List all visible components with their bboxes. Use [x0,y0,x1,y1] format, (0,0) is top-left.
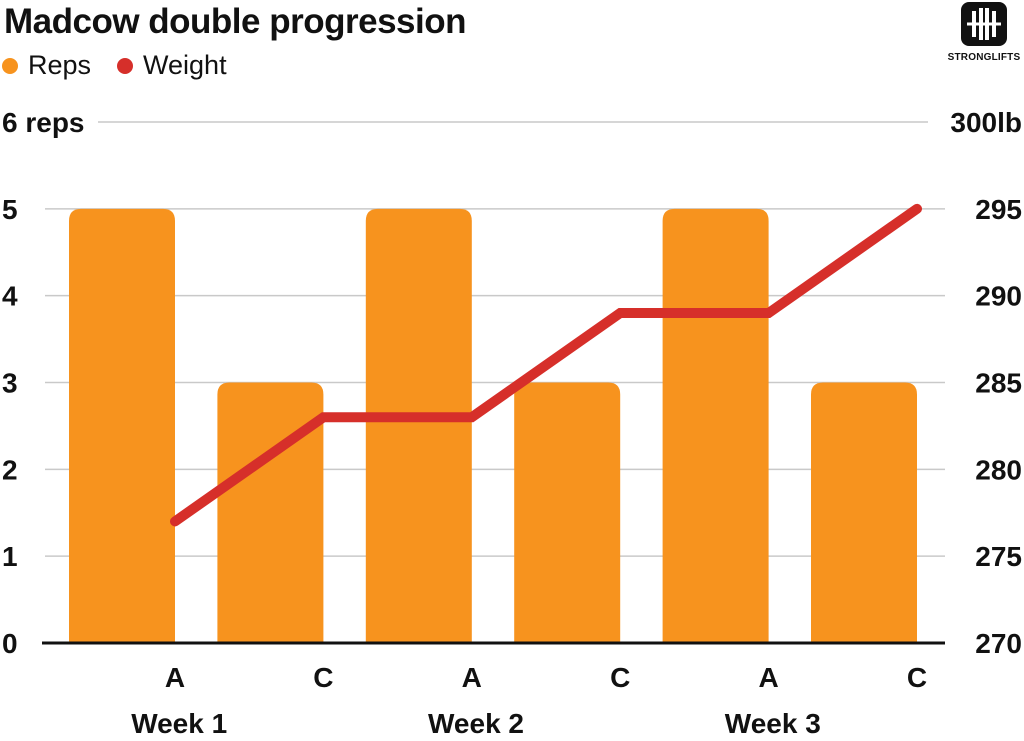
left-tick-label: 5 [2,194,18,225]
left-tick-label: 2 [2,454,18,485]
x-tick-label: A [462,662,482,693]
legend: Reps Weight [2,50,253,81]
chart-title: Madcow double progression [4,2,466,41]
legend-item-weight: Weight [117,50,227,81]
bar-reps [69,208,175,644]
bar-reps [662,208,769,644]
weight-point [322,416,324,418]
left-tick-label: 0 [2,628,18,659]
bar-reps [811,382,917,643]
right-tick-label: 290 [975,281,1022,312]
week-group-label: Week 1 [131,708,227,739]
right-tick-label: 280 [975,454,1022,485]
right-tick-label: 270 [975,628,1022,659]
left-tick-label: 1 [2,541,18,572]
left-axis-unit-label: 6 reps [2,107,85,138]
left-tick-label: 4 [2,281,18,312]
stronglifts-logo: STRONGLIFTS [944,0,1024,66]
bar-reps [514,382,621,643]
right-tick-label: 275 [975,541,1022,572]
legend-swatch-weight [117,57,134,74]
weight-line [170,203,922,527]
barbell-icon [961,2,1007,46]
right-tick-label: 295 [975,194,1022,225]
weight-point [768,312,770,314]
legend-label-reps: Reps [28,50,92,80]
bar-reps [365,208,472,644]
weight-point [619,312,621,314]
week-group-label: Week 2 [428,708,524,739]
right-axis-unit-label: 300lb [950,107,1022,138]
weight-point [174,520,176,522]
weight-point [471,416,473,418]
x-tick-label: C [907,662,927,693]
right-tick-label: 285 [975,368,1022,399]
logo-text: STRONGLIFTS [947,52,1021,63]
legend-swatch-reps [2,57,18,74]
week-group-label: Week 3 [725,708,821,739]
bar-reps [217,382,324,643]
legend-item-reps: Reps [2,50,91,81]
x-tick-label: A [165,662,185,693]
weight-point [916,208,918,210]
x-tick-label: C [313,662,333,693]
x-tick-label: C [610,662,630,693]
legend-label-weight: Weight [143,50,227,80]
left-tick-label: 3 [2,368,18,399]
x-tick-label: A [758,662,778,693]
